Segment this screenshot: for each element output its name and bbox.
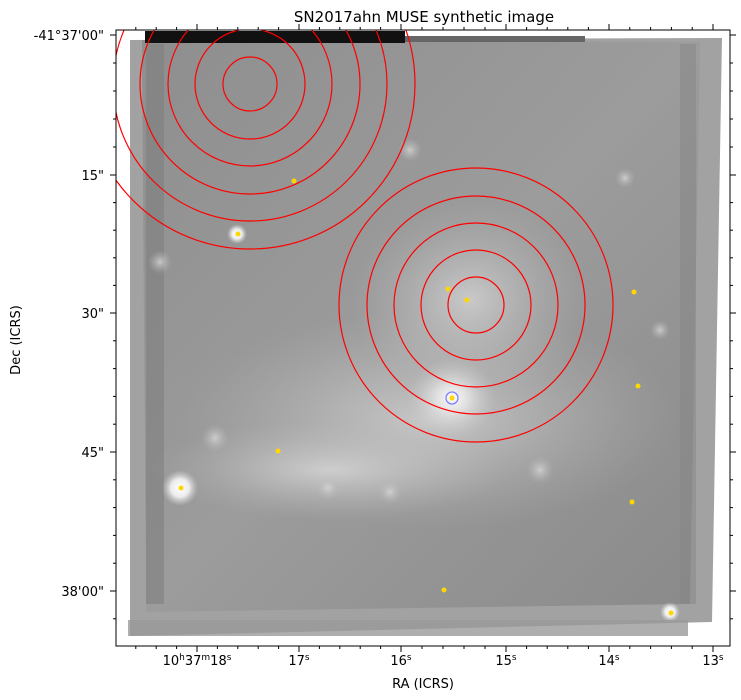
aperture-ring xyxy=(116,30,388,222)
source-dot xyxy=(275,448,281,454)
ra-tick-label: 17s xyxy=(288,653,310,669)
source-dot xyxy=(445,286,451,292)
source-markers xyxy=(178,178,674,616)
source-dot xyxy=(441,587,447,593)
dec-tick-label: 15" xyxy=(81,169,104,184)
aperture-ring xyxy=(167,30,333,167)
dec-tick-label: 38'00" xyxy=(61,585,104,600)
dec-tick-label: 30" xyxy=(81,307,104,322)
ra-tick-label: 15s xyxy=(495,653,517,669)
sky-image xyxy=(116,30,730,646)
aperture-ring xyxy=(393,222,559,388)
dec-tick-labels: -41°37'00" 15" 30" 45" 38'00" xyxy=(34,29,104,600)
aperture-ring xyxy=(222,56,278,112)
sn-position-marker xyxy=(445,391,459,405)
source-dot xyxy=(635,383,641,389)
plot-title: SN2017ahn MUSE synthetic image xyxy=(294,8,554,26)
axes-frame xyxy=(115,29,731,647)
ra-tick-label: 14s xyxy=(598,653,620,669)
ra-tick-label: 10h37m18s xyxy=(163,653,232,669)
aperture-ring xyxy=(116,30,416,250)
y-axis-label: Dec (ICRS) xyxy=(9,305,24,375)
x-axis-label: RA (ICRS) xyxy=(392,677,454,692)
aperture-ring xyxy=(194,30,306,140)
dec-tick-label: -41°37'00" xyxy=(34,29,104,44)
aperture-ring xyxy=(366,195,586,415)
source-dot xyxy=(631,289,637,295)
aperture-ring xyxy=(338,167,614,443)
source-dot xyxy=(235,231,241,237)
dec-tick-label: 45" xyxy=(81,446,104,461)
aperture-ring xyxy=(139,30,361,195)
ra-tick-label: 13s xyxy=(702,653,724,669)
aperture-ring xyxy=(420,249,532,361)
source-dot xyxy=(449,395,455,401)
axis-ticks xyxy=(110,24,736,652)
source-dot xyxy=(178,485,184,491)
aperture-rings xyxy=(116,30,614,443)
source-dot xyxy=(629,499,635,505)
ra-tick-label: 16s xyxy=(390,653,412,669)
source-dot xyxy=(668,610,674,616)
source-dot xyxy=(464,297,470,303)
source-dot xyxy=(291,178,297,184)
aperture-ring xyxy=(447,276,505,334)
ra-tick-labels: 10h37m18s 17s 16s 15s 14s 13s xyxy=(163,653,724,669)
